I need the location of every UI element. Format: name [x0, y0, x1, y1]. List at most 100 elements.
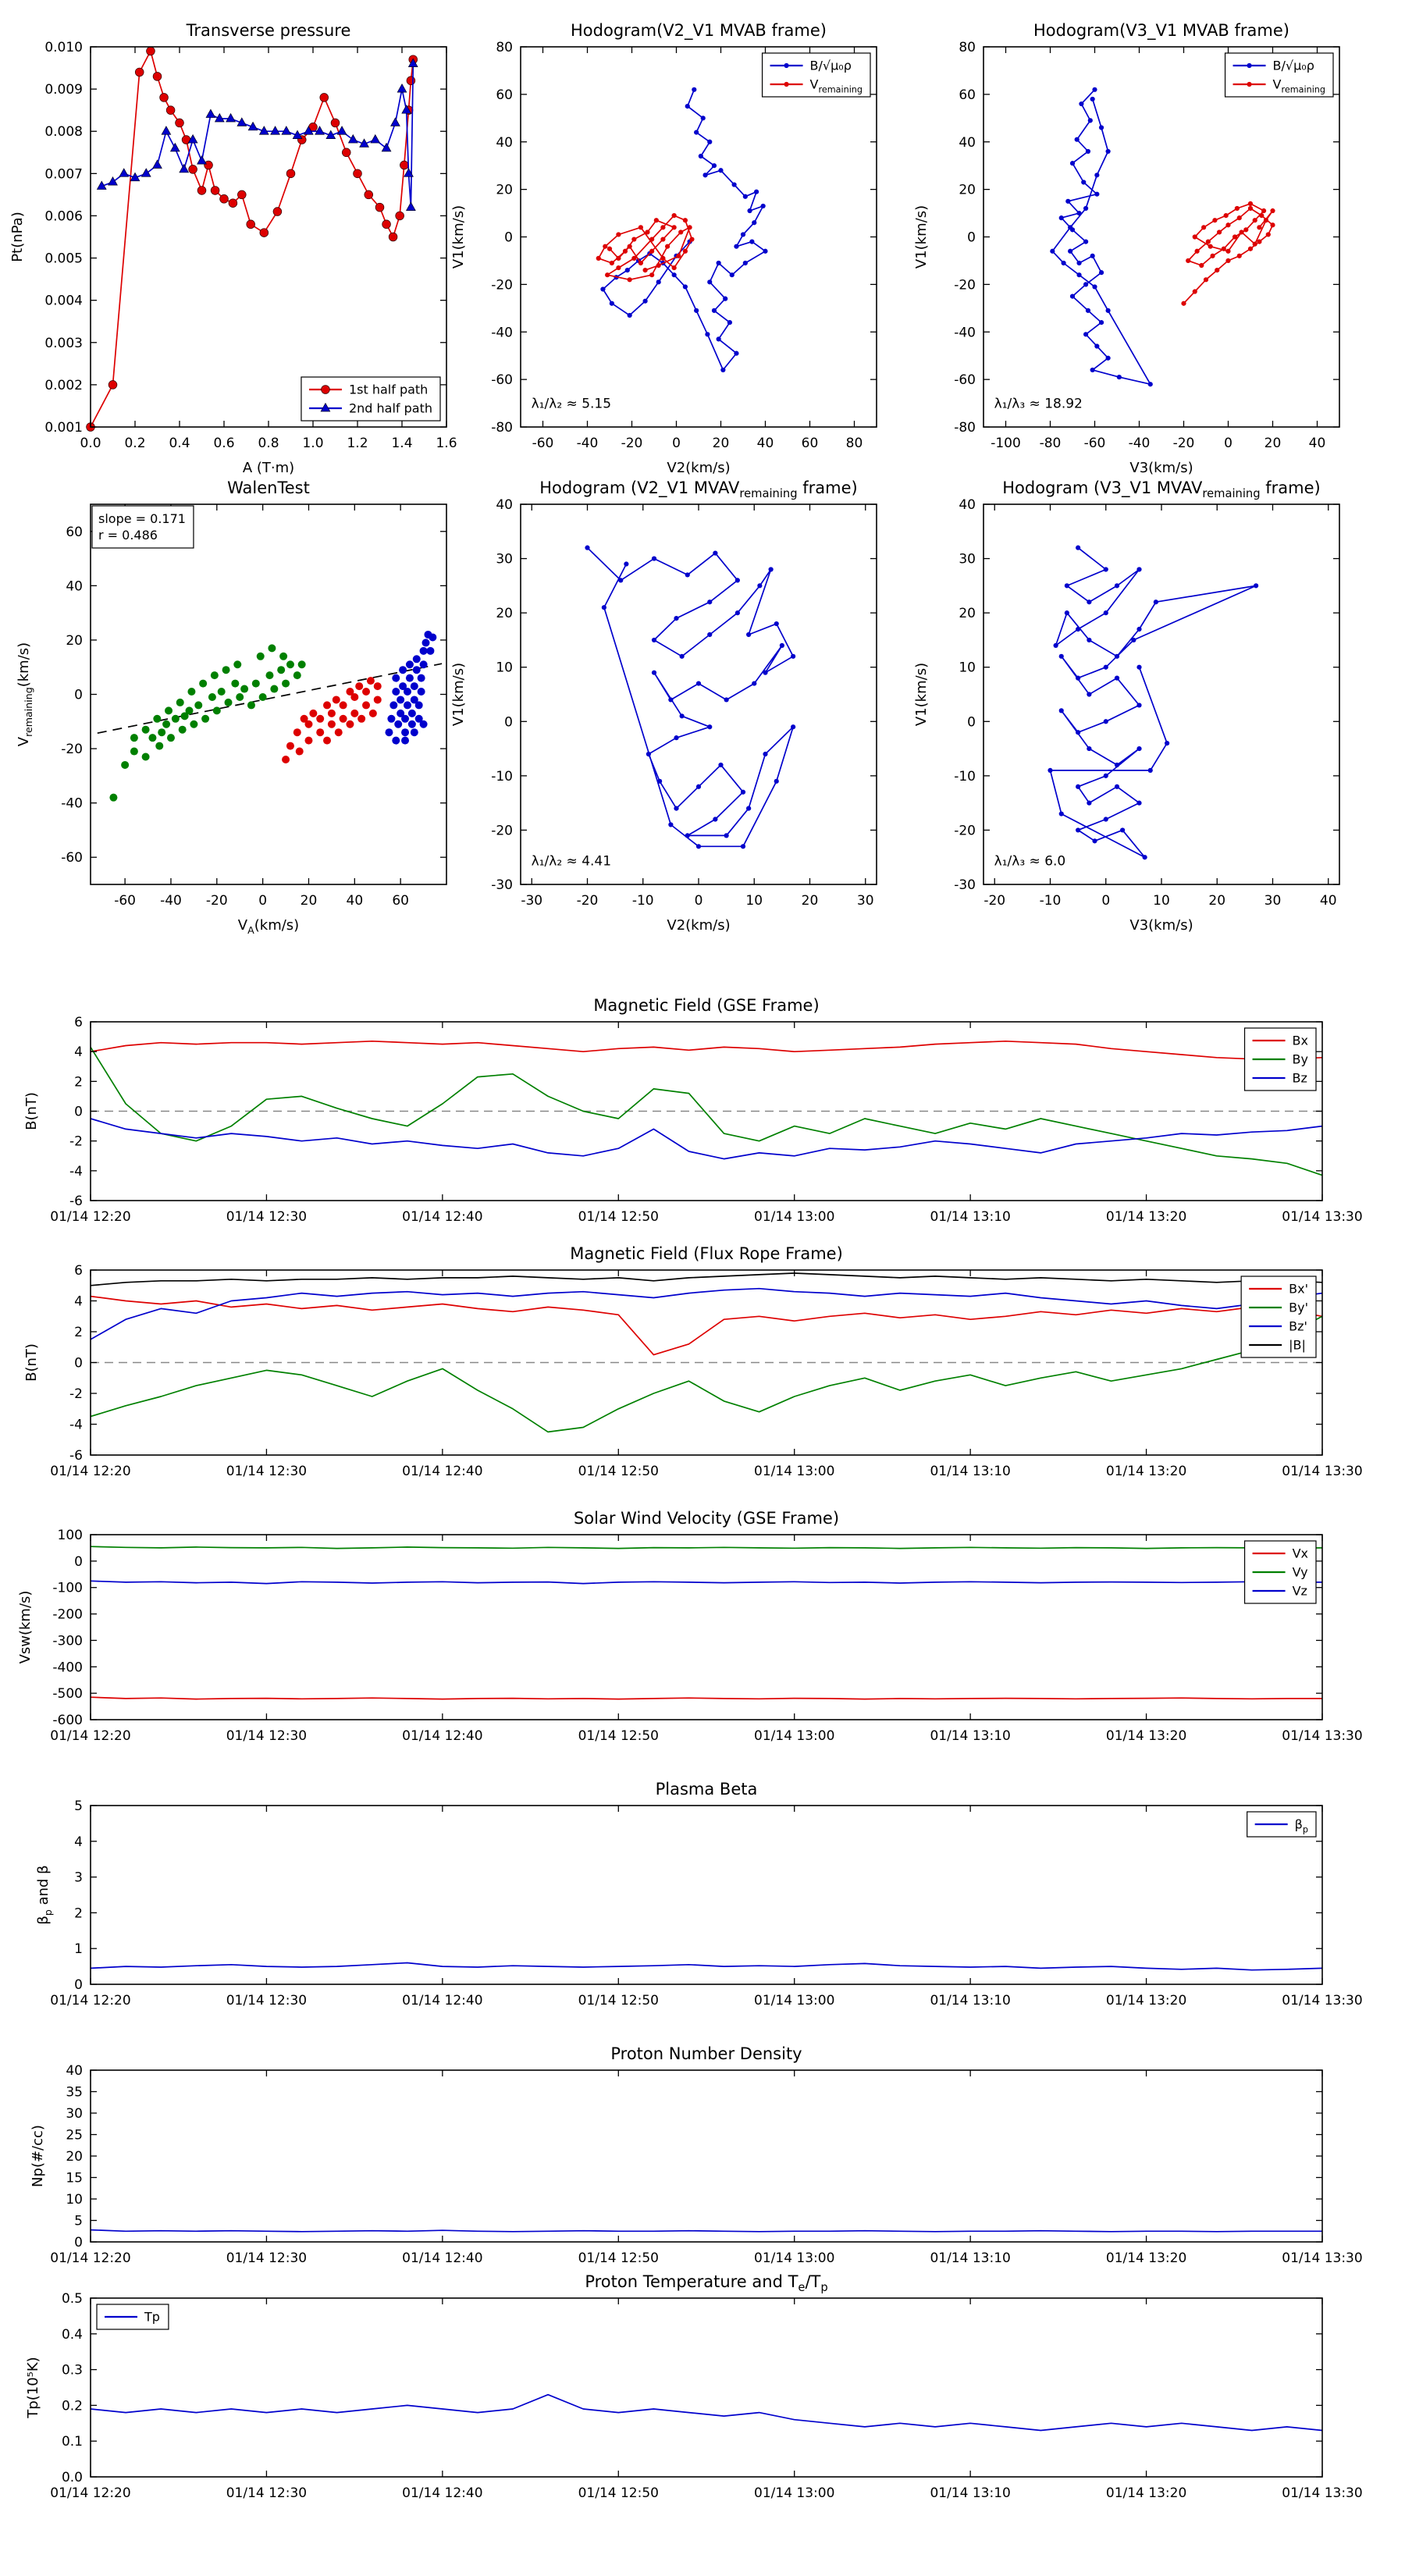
chart-hodogram-v2v1-mvab: -60 -40 -20 0 20 40 60 80 -80 -60 -40 -20 0 20 40 60 80 H… [450, 21, 877, 476]
axis-ticks: 01/14 12:20 01/14 12:30 01/14 12:40 01/14 1… [50, 1015, 1362, 1225]
x-tick-label: 01/14 13:20 [1106, 1209, 1186, 1225]
x-tick-label: 30 [1264, 893, 1282, 909]
x-tick-label: -60 [1084, 436, 1106, 451]
x-tick-label: 01/14 13:20 [1106, 1728, 1186, 1744]
x-tick-label: -20 [1173, 436, 1195, 451]
x-tick-label: 1.2 [347, 436, 368, 451]
chart-title: Hodogram(V3_V1 MVAB frame) [1033, 21, 1289, 41]
axis-ticks: 01/14 12:20 01/14 12:30 01/14 12:40 01/14 1… [50, 1799, 1362, 2008]
y-tick-label: 40 [496, 135, 513, 151]
x-tick-label: 40 [757, 436, 774, 451]
legend: Bx' By' Bz' |B| [1240, 1276, 1317, 1358]
y-tick-label: 0.002 [44, 378, 83, 393]
y-tick-label: -20 [954, 277, 976, 293]
y-tick-label: 0.006 [44, 208, 83, 224]
series-v-remaining [596, 213, 695, 283]
series-b [90, 1272, 1323, 1286]
x-tick-label: 01/14 12:30 [226, 2485, 307, 2501]
plot-area [91, 47, 446, 427]
y-tick-label: -60 [61, 850, 83, 866]
x-tick-label: 01/14 12:20 [50, 1464, 130, 1479]
y-tick-label: 0.003 [44, 336, 83, 351]
x-tick-label: 20 [802, 893, 819, 909]
x-tick-label: 01/14 13:30 [1282, 1209, 1362, 1225]
legend: B/√μ₀ρ Vremaining​ [761, 52, 871, 98]
x-tick-label: 0 [1224, 436, 1232, 451]
y-axis-label: V1(km/s) [913, 205, 930, 269]
x-tick-label: 0.6 [213, 436, 234, 451]
y-tick-label: -2 [69, 1134, 83, 1150]
x-tick-label: 20 [1264, 436, 1282, 451]
y-tick-label: 80 [496, 40, 513, 55]
series-v-remaining [1181, 201, 1275, 306]
x-tick-label: 01/14 12:40 [402, 2485, 482, 2501]
y-tick-label: -10 [954, 769, 976, 785]
x-tick-label: 01/14 12:30 [226, 2250, 307, 2266]
y-tick-label: 0 [74, 688, 83, 703]
y-axis-label: βp​ and β [35, 1865, 54, 1924]
x-tick-label: 20 [301, 893, 318, 909]
x-tick-label: 01/14 13:20 [1106, 1993, 1186, 2008]
x-tick-label: 60 [392, 893, 409, 909]
x-tick-label: 01/14 13:00 [754, 1209, 834, 1225]
axis-ticks: -100 -80 -60 -40 -20 0 20 40 -80 -60 -40 -20 0 20 40 60… [954, 40, 1339, 451]
x-tick-label: 60 [802, 436, 819, 451]
svg-text:Tp: Tp [144, 2310, 160, 2325]
chart-proton-density: 01/14 12:20 01/14 12:30 01/14 12:40 01/14 1… [30, 2044, 1363, 2266]
chart-proton-temp: 01/14 12:20 01/14 12:30 01/14 12:40 01/14 1… [25, 2272, 1363, 2501]
x-tick-label: 10 [1153, 893, 1170, 909]
chart-title: WalenTest [227, 479, 310, 497]
annotation: λ₁/λ₂ ≈ 4.41 [532, 854, 611, 870]
series-unlabeled-2 [282, 677, 382, 763]
svg-text:Bx: Bx [1293, 1034, 1308, 1048]
series-bz [90, 1287, 1323, 1340]
y-tick-label: 6 [74, 1015, 83, 1030]
y-tick-label: 100 [58, 1528, 83, 1543]
annotation: λ₁/λ₂ ≈ 5.15 [532, 397, 611, 412]
y-tick-label: 20 [66, 2149, 83, 2165]
y-tick-label: 6 [74, 1263, 83, 1279]
y-tick-label: -4 [69, 1418, 83, 1433]
x-tick-label: -80 [1040, 436, 1062, 451]
axes-frame [90, 1805, 1323, 1985]
x-tick-label: 20 [1208, 893, 1225, 909]
y-tick-label: -40 [491, 325, 513, 340]
svg-text:2nd half path: 2nd half path [349, 401, 432, 416]
y-tick-label: 0.009 [44, 82, 83, 98]
x-tick-label: 01/14 12:20 [50, 1209, 130, 1225]
x-tick-label: -20 [984, 893, 1005, 909]
series-p [90, 1962, 1323, 1971]
x-tick-label: 40 [347, 893, 364, 909]
y-tick-label: 0 [74, 1356, 83, 1372]
x-tick-label: 01/14 12:40 [402, 1464, 482, 1479]
y-tick-label: 10 [496, 660, 513, 676]
y-tick-label: -80 [491, 420, 513, 436]
chart-hodogram-v3v1-mvav: -20 -10 0 10 20 30 40 -30 -20 -10 0 10 20 30 40 Hodogra… [913, 479, 1340, 934]
x-tick-label: 30 [857, 893, 874, 909]
x-tick-label: -60 [532, 436, 554, 451]
annotation: λ₁/λ₃ ≈ 6.0 [994, 854, 1066, 870]
svg-text:By: By [1293, 1052, 1308, 1067]
series-bx [90, 1040, 1323, 1060]
x-tick-label: 01/14 12:30 [226, 1993, 307, 2008]
chart-title: Solar Wind Velocity (GSE Frame) [574, 1509, 839, 1528]
x-tick-label: 01/14 12:40 [402, 1728, 482, 1744]
y-tick-label: -40 [61, 796, 83, 812]
y-tick-label: -300 [52, 1633, 83, 1649]
y-tick-label: 40 [959, 135, 976, 151]
x-tick-label: 40 [1320, 893, 1337, 909]
x-tick-label: 01/14 13:10 [930, 2485, 1010, 2501]
series-tp [90, 2393, 1323, 2432]
x-tick-label: 0.4 [169, 436, 190, 451]
x-tick-label: 10 [745, 893, 763, 909]
x-tick-label: -60 [114, 893, 136, 909]
x-tick-label: 01/14 13:00 [754, 1728, 834, 1744]
x-tick-label: 01/14 12:50 [578, 1728, 659, 1744]
svg-text:r = 0.486: r = 0.486 [98, 528, 158, 543]
x-tick-label: 01/14 13:10 [930, 2250, 1010, 2266]
y-tick-label: -100 [52, 1581, 83, 1596]
y-tick-label: -6 [69, 1448, 83, 1464]
axes-frame [90, 2297, 1323, 2478]
y-tick-label: 80 [959, 40, 976, 55]
y-tick-label: 40 [496, 497, 513, 513]
